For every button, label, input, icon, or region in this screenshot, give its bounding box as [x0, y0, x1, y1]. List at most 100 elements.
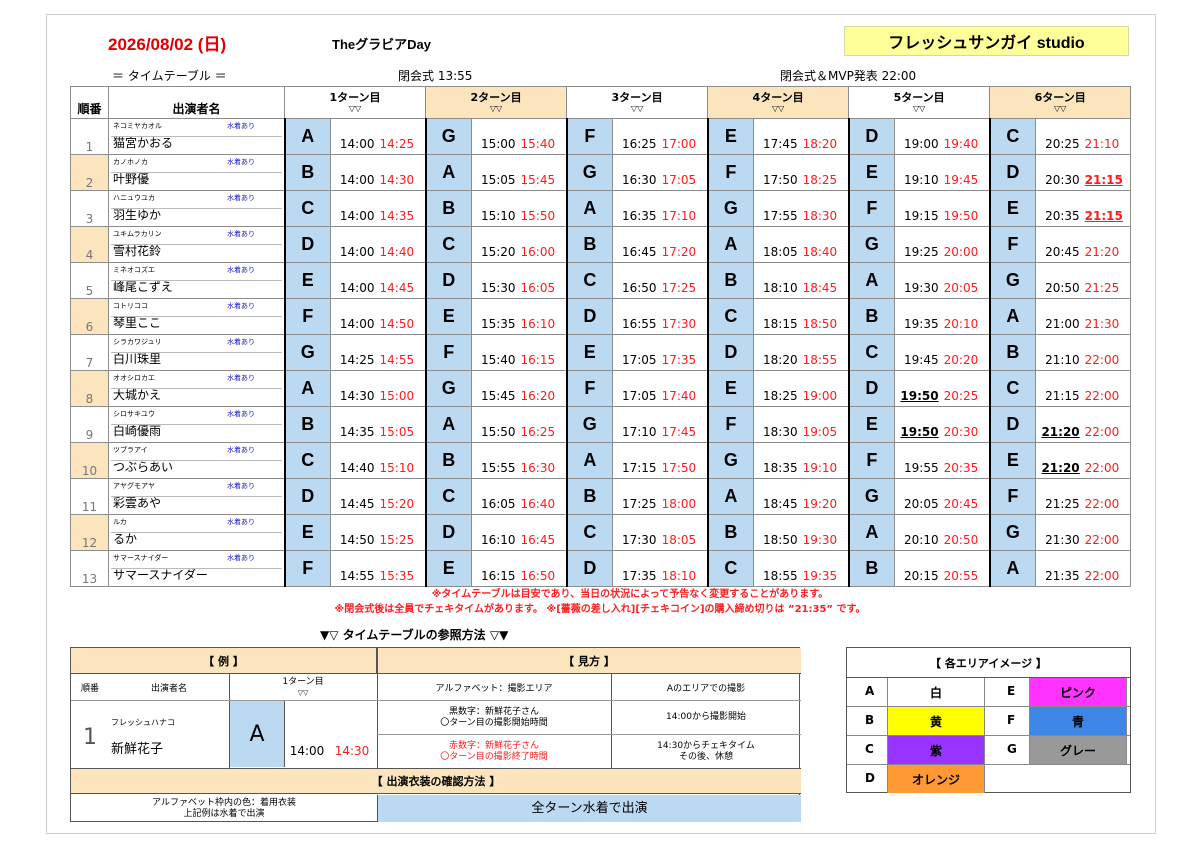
turn-start-time: 14:35: [330, 406, 377, 443]
turn-start-time: 20:30: [1035, 154, 1082, 191]
turn-end-time: 15:45: [517, 154, 568, 191]
turn-area: B: [565, 226, 614, 263]
turn-start-time: 20:10: [894, 514, 941, 551]
turn-start-time: 21:30: [1035, 514, 1082, 551]
turn-label: 4ターン目: [752, 91, 804, 104]
legend-title: 【 各エリアイメージ 】: [847, 648, 1130, 678]
page-frame: [46, 14, 1156, 834]
turn-start-time: 17:45: [753, 118, 800, 155]
turn-area: C: [988, 118, 1037, 155]
turn-area: G: [847, 226, 896, 263]
turn-area: B: [424, 190, 473, 227]
turn-area: G: [565, 154, 614, 191]
turn-end-time: 18:30: [799, 190, 850, 227]
turn-area: E: [847, 154, 896, 191]
area-legend: 【 各エリアイメージ 】 A 白 E ピンク B 黄 F 青 C 紫 G グレー D オレンジ: [846, 647, 1131, 793]
turn-start-time: 21:35: [1035, 550, 1082, 587]
performer-name-cell: ツブラアイ 水着あり つぶらあい: [108, 442, 285, 479]
turn-start-time: 18:55: [753, 550, 800, 587]
turn-end-time: 19:05: [799, 406, 850, 443]
turn-end-time: 14:55: [376, 334, 427, 371]
turn-area: D: [424, 514, 473, 551]
turn-area: A: [847, 514, 896, 551]
turn-start-time: 21:15: [1035, 370, 1082, 407]
performer-no: 12: [70, 514, 109, 551]
turn-end-time: 16:10: [517, 298, 568, 335]
performer-no: 2: [70, 154, 109, 191]
performer-no: 1: [70, 118, 109, 155]
turn-area: F: [847, 190, 896, 227]
turn-end-time: 19:35: [799, 550, 850, 587]
performer-name-cell: ルカ 水着あり るか: [108, 514, 285, 551]
turn-end-time: 16:05: [517, 262, 568, 299]
turn-area: D: [988, 154, 1037, 191]
performer-row: 2 カノホノカ 水着あり 叶野優 B 14:00 14:30 A 15:05 15:45 G 16:3…: [70, 154, 1132, 191]
turn-start-time: 19:50: [894, 406, 941, 443]
turn-area: F: [706, 406, 755, 443]
turn-end-time: 21:15: [1081, 190, 1132, 227]
turn-end-time: 22:00: [1081, 478, 1132, 515]
turn-end-time: 16:15: [517, 334, 568, 371]
turn-start-time: 21:25: [1035, 478, 1082, 515]
turn-area: D: [706, 334, 755, 371]
turn-start-time: 15:55: [471, 442, 518, 479]
legend-letter: B: [865, 713, 875, 727]
turn-area: D: [847, 118, 896, 155]
turn-area: E: [706, 118, 755, 155]
swim-badge: 水着あり: [227, 302, 255, 310]
turn-area: C: [565, 262, 614, 299]
turn-end-time: 15:10: [376, 442, 427, 479]
turn-marker: ▽▽: [771, 104, 785, 113]
turn-area: E: [424, 298, 473, 335]
legend-row: A 白 E ピンク: [847, 678, 1130, 707]
turn-end-time: 17:05: [658, 154, 709, 191]
turn-end-time: 19:40: [940, 118, 991, 155]
turn-start-time: 15:10: [471, 190, 518, 227]
turn-start-time: 14:00: [330, 298, 377, 335]
swim-badge: 水着あり: [227, 194, 255, 202]
performer-name-cell: シラカワジュリ 水着あり 白川珠里: [108, 334, 285, 371]
turn-end-time: 15:50: [517, 190, 568, 227]
turn-area: B: [847, 298, 896, 335]
howto-header: 【 見方 】: [377, 648, 801, 674]
schedule-table: 順番 出演者名 1ターン目 ▽▽ 2ターン目 ▽▽ 3ターン目 ▽▽ 4ターン目 ▽▽ …: [70, 86, 1132, 587]
turn-end-time: 16:30: [517, 442, 568, 479]
turn-end-time: 22:00: [1081, 334, 1132, 371]
turn-area: C: [988, 370, 1037, 407]
turn-marker: ▽▽: [348, 104, 362, 113]
turn-start-time: 15:30: [471, 262, 518, 299]
turn-end-time: 20:35: [940, 442, 991, 479]
turn-start-time: 20:45: [1035, 226, 1082, 263]
turn-start-time: 15:20: [471, 226, 518, 263]
note-cheki-deadline: ※閉会式後は全員でチェキタイムがあります。 ※[薔薇の差し入れ][チェキコイン]…: [334, 604, 866, 615]
legend-swatch: 紫: [887, 736, 985, 764]
turn-area: F: [565, 118, 614, 155]
performer-row: 1 ネコミヤカオル 水着あり 猫宮かおる A 14:00 14:25 G 15:00 15:40 F…: [70, 118, 1132, 155]
turn-end-time: 20:20: [940, 334, 991, 371]
turn-area: C: [424, 226, 473, 263]
performer-row: 5 ミネオコズエ 水着あり 峰尾こずえ E 14:00 14:45 D 15:30 16:05 C 1…: [70, 262, 1132, 299]
turn-start-time: 14:50: [330, 514, 377, 551]
performer-row: 12 ルカ 水着あり るか E 14:50 15:25 D 16:10 16:45 C 17:30 18…: [70, 514, 1132, 551]
performer-name-cell: シロサキユウ 水着あり 白崎優雨: [108, 406, 285, 443]
col-header-turn-5: 5ターン目 ▽▽: [848, 86, 991, 119]
col-header-turn-2: 2ターン目 ▽▽: [425, 86, 568, 119]
turn-start-time: 16:25: [612, 118, 659, 155]
example-turn-marker: ▽▽: [297, 688, 309, 697]
turn-end-time: 16:40: [517, 478, 568, 515]
turn-area: G: [988, 262, 1037, 299]
turn-start-time: 16:30: [612, 154, 659, 191]
turn-end-time: 21:20: [1081, 226, 1132, 263]
performer-name-cell: サマースナイダー 水着あり サマースナイダー: [108, 550, 285, 587]
performer-row: 13 サマースナイダー 水着あり サマースナイダー F 14:55 15:35 E 16:15 1…: [70, 550, 1132, 587]
note-timetable-estimate: ※タイムテーブルは目安であり、当日の状況によって予告なく変更することがあります。: [431, 589, 829, 600]
turn-start-time: 21:10: [1035, 334, 1082, 371]
turn-start-time: 21:20: [1035, 406, 1082, 443]
example-area: A: [229, 701, 285, 767]
turn-end-time: 14:25: [376, 118, 427, 155]
turn-end-time: 20:10: [940, 298, 991, 335]
swim-badge: 水着あり: [227, 446, 255, 454]
costume-value: 全ターン水着で出演: [377, 795, 801, 822]
swim-badge: 水着あり: [227, 518, 255, 526]
performer-row: 6 コトリココ 水着あり 琴里ここ F 14:00 14:50 E 15:35 16:10 D 16:…: [70, 298, 1132, 335]
